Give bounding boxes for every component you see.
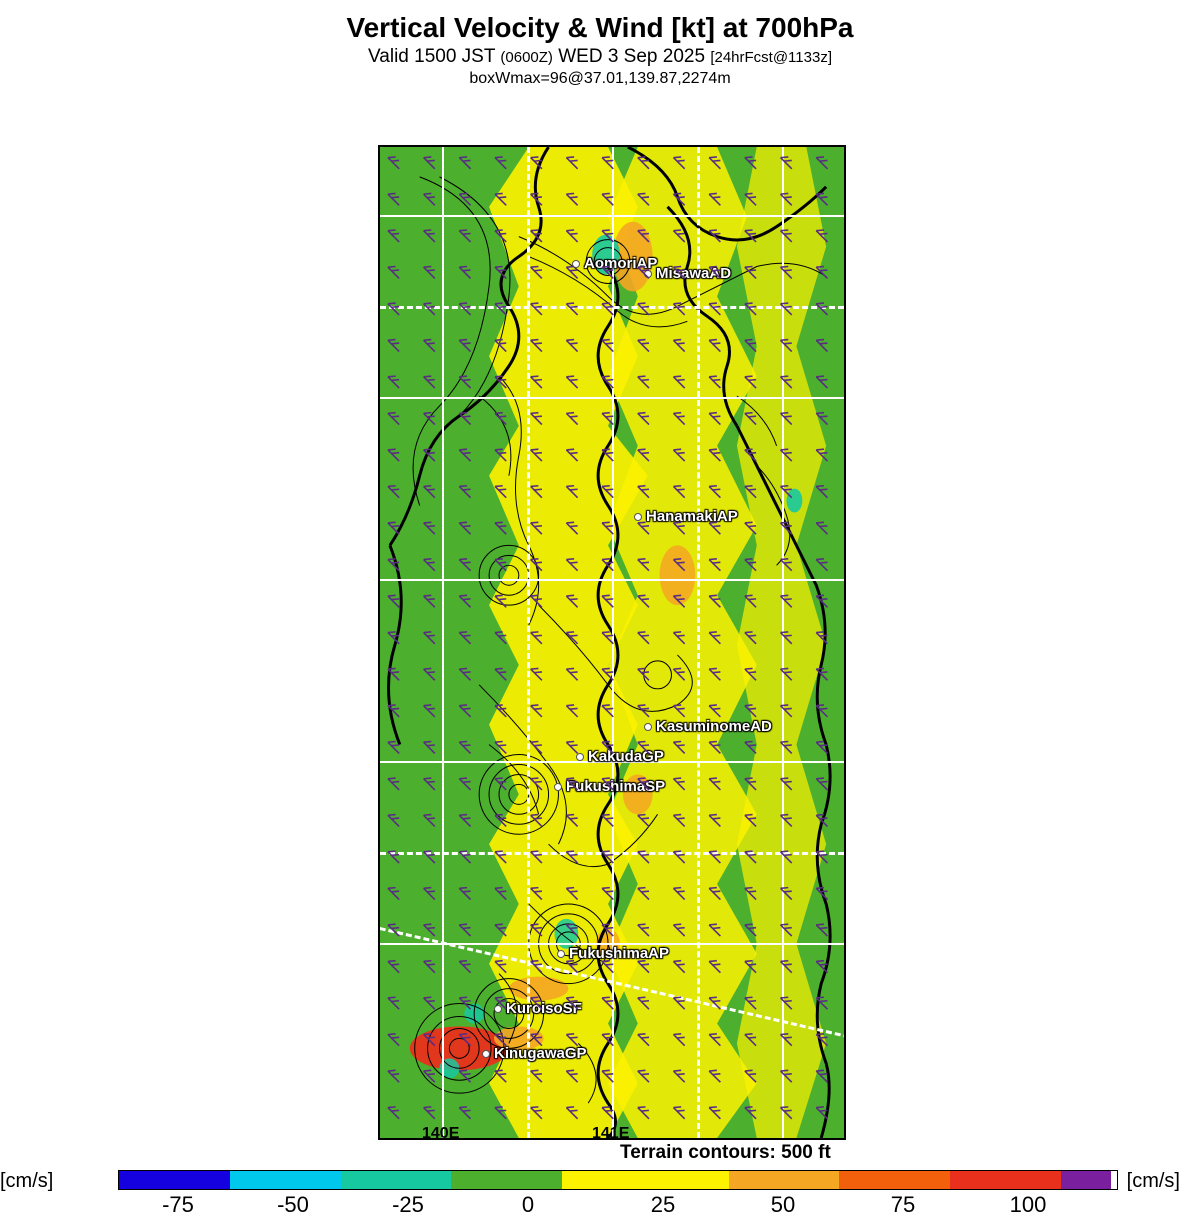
chart-subtitle: Valid 1500 JST (0600Z) WED 3 Sep 2025 [2… xyxy=(0,46,1200,68)
velocity-colorbar xyxy=(118,1170,1118,1190)
colorbar-segment-blue xyxy=(119,1171,230,1189)
colorbar-segment-cyan xyxy=(230,1171,341,1189)
colorbar-segment-purple xyxy=(1061,1171,1111,1189)
colorbar-segment-darkorange xyxy=(839,1171,950,1189)
chart-subsubtitle: boxWmax=96@37.01,139.87,2274m xyxy=(0,70,1200,88)
colorbar-unit-left: [cm/s] xyxy=(0,1170,53,1193)
colorbar-segment-teal xyxy=(341,1171,452,1189)
colorbar-unit-right: [cm/s] xyxy=(1127,1170,1180,1193)
colorbar-ticks: -75 -50 -25 0 25 50 75 100 xyxy=(118,1192,1118,1212)
colorbar-segment-red xyxy=(950,1171,1061,1189)
colorbar-segment-orange xyxy=(729,1171,840,1189)
colorbar-segment-yellow xyxy=(562,1171,729,1189)
colorbar-segment-green xyxy=(451,1171,562,1189)
chart-title: Vertical Velocity & Wind [kt] at 700hPa xyxy=(0,12,1200,44)
weather-map: 41N 40N 39N 38N 37N 41N 40N 39N 38N 37N … xyxy=(378,145,846,1140)
terrain-caption-text: Terrain contours: 500 ft xyxy=(620,1142,831,1164)
wind-barb-field xyxy=(380,147,844,1138)
